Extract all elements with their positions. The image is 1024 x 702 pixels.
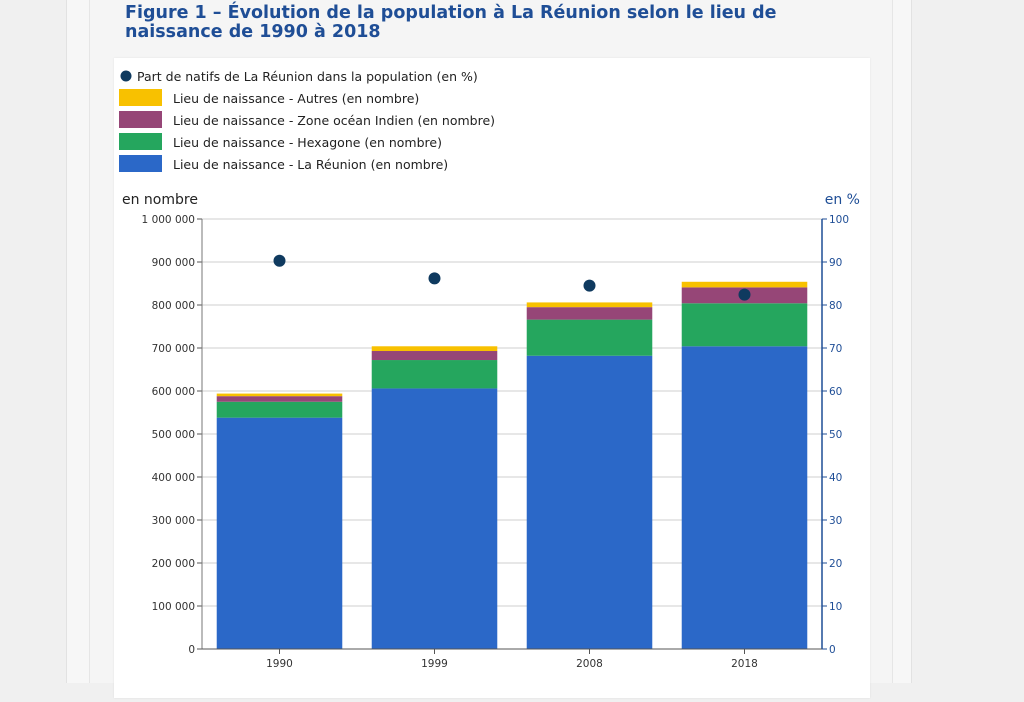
legend-swatch xyxy=(119,133,162,150)
bar-segment xyxy=(371,351,498,361)
bar-segment xyxy=(526,307,653,320)
y-tick-label-right: 60 xyxy=(829,386,842,398)
y-tick-label-left: 400 000 xyxy=(152,472,195,484)
y-tick-label-right: 90 xyxy=(829,257,842,269)
bar-segment xyxy=(216,401,343,418)
bar-segment xyxy=(526,355,653,649)
bar-segment xyxy=(371,360,498,389)
data-point-part-natifs xyxy=(583,279,596,292)
y-tick-label-right: 0 xyxy=(829,644,836,656)
bar-segment xyxy=(681,346,808,649)
bar-segment xyxy=(216,417,343,649)
y-tick-label-left: 300 000 xyxy=(152,515,195,527)
legend-label: Lieu de naissance - La Réunion (en nombr… xyxy=(173,157,448,172)
x-tick-label: 1999 xyxy=(421,658,448,670)
legend-label: Lieu de naissance - Zone océan Indien (e… xyxy=(173,113,495,128)
y-tick-label-left: 200 000 xyxy=(152,558,195,570)
y-tick-label-left: 700 000 xyxy=(152,343,195,355)
y-tick-label-left: 500 000 xyxy=(152,429,195,441)
y-tick-label-right: 40 xyxy=(829,472,842,484)
bar-segment xyxy=(526,302,653,308)
chart-axes: en nombre en % 0 100 000 200 000 300 000 400 0… xyxy=(122,192,860,670)
legend-swatch xyxy=(119,111,162,128)
y-axis-title-left: en nombre xyxy=(122,192,198,208)
x-tick-label: 2008 xyxy=(576,658,603,670)
bar-segment xyxy=(371,388,498,649)
x-tick-label: 1990 xyxy=(266,658,293,670)
bar-segment xyxy=(371,346,498,352)
y-tick-label-right: 20 xyxy=(829,558,842,570)
y-tick-label-left: 600 000 xyxy=(152,386,195,398)
bar-segment xyxy=(526,319,653,356)
y-tick-label-left: 100 000 xyxy=(152,601,195,613)
y-tick-label-right: 80 xyxy=(829,300,842,312)
legend-swatch xyxy=(119,89,162,106)
chart-svg: Part de natifs de La Réunion dans la pop… xyxy=(119,69,860,670)
legend-label: Lieu de naissance - Hexagone (en nombre) xyxy=(173,135,442,150)
figure-title: Figure 1 – Évolution de la population à … xyxy=(125,3,777,42)
y-tick-label-right: 100 xyxy=(829,214,849,226)
y-axis-title-right: en % xyxy=(825,192,860,208)
bar-segment xyxy=(681,281,808,288)
y-tick-label-right: 70 xyxy=(829,343,842,355)
y-tick-label-left: 1 000 000 xyxy=(142,214,195,226)
y-tick-label-left: 900 000 xyxy=(152,257,195,269)
legend-label: Lieu de naissance - Autres (en nombre) xyxy=(173,91,419,106)
bar-segment xyxy=(216,393,343,397)
y-tick-label-right: 10 xyxy=(829,601,842,613)
legend-label: Part de natifs de La Réunion dans la pop… xyxy=(137,69,478,84)
y-tick-label-right: 50 xyxy=(829,429,842,441)
chart-points xyxy=(273,254,751,301)
legend-swatch xyxy=(119,155,162,172)
chart-legend: Part de natifs de La Réunion dans la pop… xyxy=(119,69,495,172)
y-tick-label-right: 30 xyxy=(829,515,842,527)
y-tick-label-left: 0 xyxy=(188,644,195,656)
legend-marker-circle xyxy=(120,70,132,82)
bar-segment xyxy=(216,396,343,402)
x-tick-label: 2018 xyxy=(731,658,758,670)
data-point-part-natifs xyxy=(428,272,441,285)
data-point-part-natifs xyxy=(273,254,286,267)
bar-segment xyxy=(681,303,808,347)
y-tick-label-left: 800 000 xyxy=(152,300,195,312)
data-point-part-natifs xyxy=(738,288,751,301)
chart-card: Part de natifs de La Réunion dans la pop… xyxy=(114,58,870,698)
chart-bars xyxy=(216,281,808,649)
